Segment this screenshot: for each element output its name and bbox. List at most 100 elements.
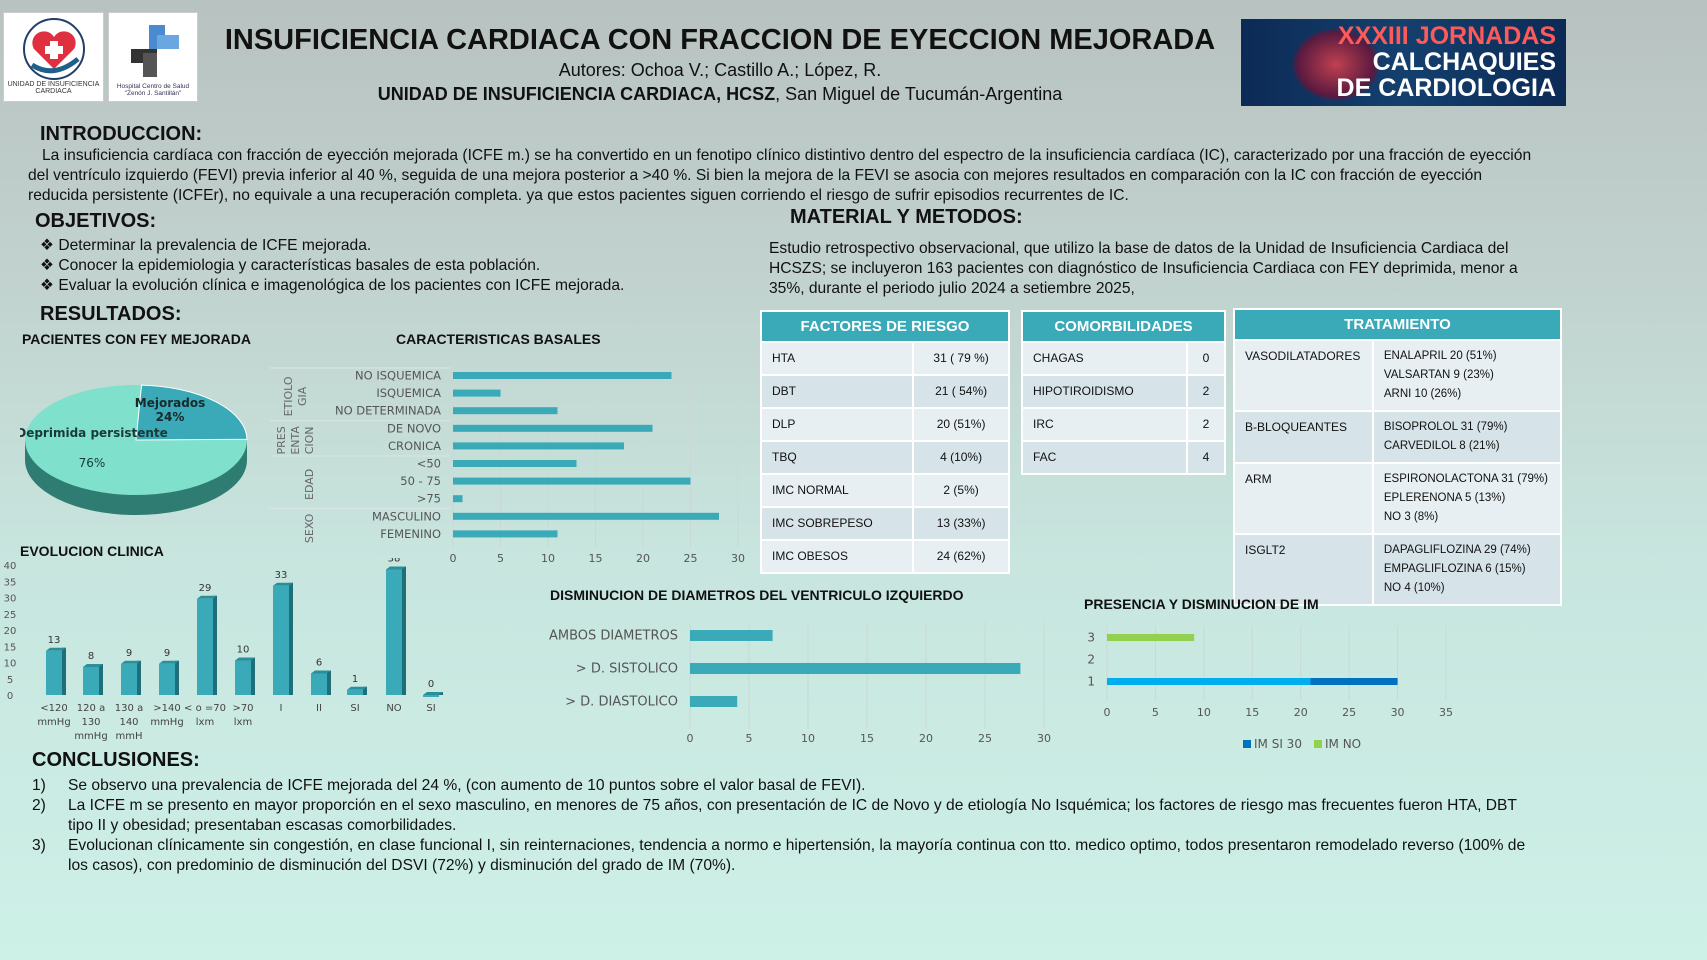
- bar-top: [83, 664, 103, 667]
- hospital-cross-icon: [131, 25, 179, 77]
- comorbilidad-value: 0: [1187, 343, 1224, 374]
- y-tick-label: 0: [7, 691, 13, 702]
- bar-top: [347, 686, 367, 690]
- bar-side: [213, 595, 217, 695]
- location: , San Miguel de Tucumán-Argentina: [775, 84, 1063, 104]
- unit-name: UNIDAD DE INSUFICIENCIA CARDIACA, HCSZ: [377, 84, 776, 104]
- bar: [386, 569, 402, 695]
- x-tick-label: 0: [687, 732, 694, 745]
- category-label: NO: [386, 703, 401, 714]
- banner-line-1: XXXIII JORNADAS: [1337, 22, 1556, 50]
- bar-top: [235, 657, 255, 661]
- data-label: 33: [275, 570, 288, 581]
- bar: [311, 673, 327, 695]
- bar-side: [62, 647, 66, 695]
- comorbilidades-table: COMORBILIDADES CHAGAS 0 HIPOTIROIDISMO 2 IRC…: [1021, 310, 1226, 475]
- group-label: PRES: [275, 426, 288, 454]
- category-label: 50 - 75: [400, 474, 441, 488]
- bar: [453, 512, 719, 520]
- pie-title: PACIENTES CON FEY MEJORADA: [22, 331, 251, 347]
- tratamiento-drugs: DAPAGLIFLOZINA 29 (74%) EMPAGLIFLOZINA 6 …: [1373, 535, 1560, 604]
- bar-top: [46, 647, 66, 651]
- x-tick-label: 5: [497, 552, 504, 565]
- objetivo-text: Evaluar la evolución clínica e imagenoló…: [58, 277, 625, 294]
- data-label: 6: [316, 658, 322, 669]
- bar-im-si-dark: [1310, 678, 1398, 685]
- conclusion-item: 2) La ICFE m se presento en mayor proporc…: [32, 796, 1542, 836]
- conclusion-text: Evolucionan clínicamente sin congestión,…: [68, 837, 1526, 874]
- category-label: FEMENINO: [380, 527, 441, 541]
- category-label: >75: [417, 492, 441, 506]
- bar-top: [311, 670, 331, 674]
- x-tick-label: 20: [636, 552, 650, 565]
- x-tick-label: 15: [589, 552, 603, 565]
- category-label: 2: [1087, 653, 1095, 667]
- x-tick-label: 0: [450, 552, 457, 565]
- im-title: PRESENCIA Y DISMINUCION DE IM: [1084, 596, 1319, 612]
- drug-item: ESPIRONOLACTONA 31 (79%): [1383, 473, 1548, 485]
- y-tick-label: 20: [4, 626, 17, 637]
- factor-name: DBT: [762, 376, 913, 407]
- comorbilidad-row: IRC 2: [1023, 409, 1224, 440]
- data-label: 38: [388, 558, 401, 565]
- category-label: 130 a: [115, 703, 143, 714]
- bar: [423, 695, 439, 697]
- factor-row: HTA 31 ( 79 %): [762, 343, 1008, 374]
- metodos-text: Estudio retrospectivo observacional, que…: [769, 240, 1518, 297]
- resultados-heading: RESULTADOS:: [40, 303, 182, 325]
- drug-item: NO 4 (10%): [1383, 582, 1445, 594]
- category-label: DE NOVO: [387, 421, 441, 435]
- category-label: SI: [426, 703, 435, 714]
- factor-name: IMC SOBREPESO: [762, 508, 913, 539]
- x-tick-label: 25: [1342, 706, 1356, 719]
- category-label: lxm: [196, 717, 214, 728]
- factores-header: FACTORES DE RIESGO: [762, 312, 1008, 341]
- banner-line-2: CALCHAQUIES: [1372, 48, 1556, 76]
- data-label: 29: [199, 583, 212, 594]
- category-label: II: [316, 703, 322, 714]
- bar-top: [121, 660, 141, 664]
- category-label: NO DETERMINADA: [335, 404, 441, 418]
- tratamiento-class: ISGLT2: [1235, 535, 1372, 604]
- legend-swatch-im-no: [1314, 740, 1322, 748]
- group-label: ENTA: [289, 426, 302, 455]
- factor-value: 31 ( 79 %): [914, 343, 1008, 374]
- drug-item: ENALAPRIL 20 (51%): [1383, 350, 1497, 362]
- factor-value: 4 (10%): [914, 442, 1008, 473]
- legend-im-si: IM SI 30: [1254, 737, 1302, 751]
- comorbilidad-row: FAC 4: [1023, 442, 1224, 473]
- objetivo-text: Conocer la epidemiologia y característic…: [58, 257, 541, 274]
- bar: [453, 407, 558, 415]
- x-tick-label: 35: [1439, 706, 1453, 719]
- data-label: 8: [88, 651, 94, 662]
- bar: [83, 667, 99, 695]
- bar-top: [386, 566, 406, 570]
- bar: [46, 650, 62, 695]
- category-label: mmHg: [37, 717, 70, 728]
- bar-side: [137, 660, 141, 695]
- bar-side: [289, 582, 293, 695]
- hospital-logo: Hospital Centro de Salud "Zenón J. Santi…: [108, 12, 198, 102]
- pie-pct-mejorados: 24%: [156, 410, 185, 424]
- y-tick-label: 5: [7, 675, 13, 686]
- comorbilidad-name: IRC: [1023, 409, 1186, 440]
- x-tick-label: 30: [1391, 706, 1405, 719]
- drug-item: ARNI 10 (26%): [1383, 388, 1462, 400]
- category-label: >70: [232, 703, 253, 714]
- category-label: mmHg: [150, 717, 183, 728]
- bar: [690, 630, 773, 641]
- comorbilidad-name: HIPOTIROIDISMO: [1023, 376, 1186, 407]
- intro-heading: INTRODUCCION:: [40, 123, 203, 145]
- bar: [453, 424, 653, 432]
- metodos-heading: MATERIAL Y METODOS:: [790, 206, 1023, 228]
- objetivo-item: ❖ Conocer la epidemiologia y característ…: [40, 257, 541, 274]
- bar-top: [197, 595, 217, 599]
- y-tick-label: 35: [4, 577, 17, 588]
- data-label: 10: [237, 645, 250, 656]
- factor-value: 13 (33%): [914, 508, 1008, 539]
- category-label: MASCULINO: [372, 509, 441, 523]
- data-label: 9: [164, 648, 170, 659]
- bar: [690, 663, 1021, 674]
- conclusion-number: 2): [32, 797, 46, 814]
- category-label: ISQUEMICA: [376, 386, 441, 400]
